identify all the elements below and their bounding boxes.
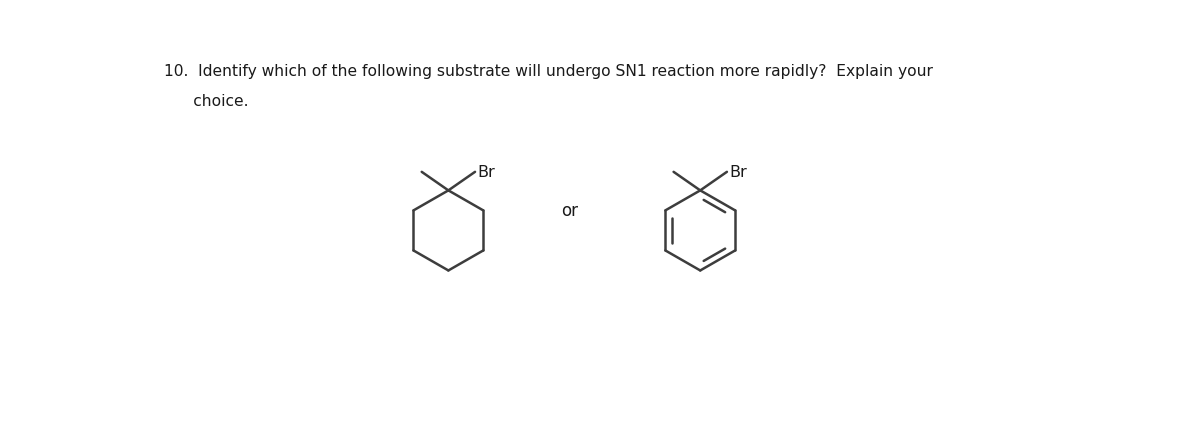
Text: Br: Br xyxy=(730,165,746,180)
Text: 10.  Identify which of the following substrate will undergo SN1 reaction more ra: 10. Identify which of the following subs… xyxy=(164,64,932,79)
Text: or: or xyxy=(562,201,578,219)
Text: Br: Br xyxy=(478,165,496,180)
Text: choice.: choice. xyxy=(164,93,248,108)
